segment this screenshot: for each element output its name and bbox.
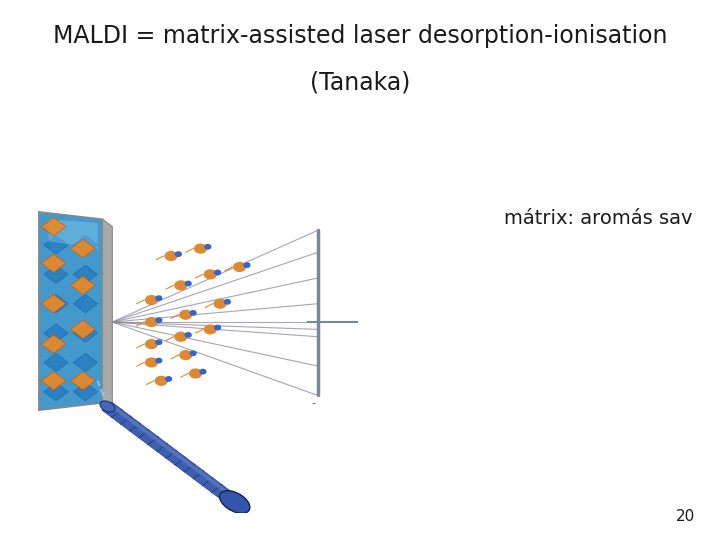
Circle shape (225, 300, 230, 304)
Ellipse shape (220, 491, 250, 514)
Polygon shape (41, 218, 66, 236)
Circle shape (190, 310, 196, 315)
Circle shape (215, 326, 220, 330)
Circle shape (234, 262, 246, 272)
Polygon shape (44, 353, 68, 372)
Polygon shape (184, 464, 204, 479)
Polygon shape (44, 265, 68, 284)
Polygon shape (71, 239, 95, 258)
Circle shape (180, 350, 192, 360)
Circle shape (185, 333, 191, 337)
Polygon shape (120, 416, 140, 431)
Polygon shape (41, 294, 66, 313)
Circle shape (145, 358, 158, 367)
Polygon shape (108, 403, 121, 413)
Circle shape (204, 325, 216, 334)
Circle shape (175, 332, 186, 341)
Polygon shape (41, 335, 66, 353)
Polygon shape (147, 436, 168, 451)
Circle shape (180, 310, 192, 319)
Polygon shape (190, 464, 203, 474)
Circle shape (205, 245, 211, 249)
Polygon shape (73, 324, 98, 342)
Polygon shape (138, 429, 158, 445)
Polygon shape (217, 485, 230, 495)
Polygon shape (44, 294, 68, 313)
Text: 20: 20 (675, 509, 695, 524)
Polygon shape (73, 265, 98, 284)
Polygon shape (111, 409, 131, 424)
Circle shape (190, 351, 196, 355)
Circle shape (156, 296, 162, 300)
Polygon shape (41, 254, 66, 273)
Polygon shape (145, 430, 158, 440)
Polygon shape (181, 457, 194, 468)
Polygon shape (73, 353, 98, 372)
Text: mátrix: aromás sav: mátrix: aromás sav (504, 209, 693, 228)
Circle shape (145, 340, 158, 348)
Circle shape (156, 340, 162, 345)
Polygon shape (135, 423, 148, 434)
Polygon shape (102, 402, 122, 417)
Polygon shape (71, 372, 95, 390)
Polygon shape (71, 276, 95, 294)
Polygon shape (193, 470, 213, 486)
Circle shape (145, 318, 158, 327)
Polygon shape (153, 437, 166, 447)
Circle shape (176, 252, 181, 256)
Circle shape (204, 270, 216, 279)
Polygon shape (44, 324, 68, 342)
Circle shape (156, 359, 162, 363)
Polygon shape (71, 320, 95, 339)
Text: (Tanaka): (Tanaka) (310, 70, 410, 94)
Polygon shape (41, 372, 66, 390)
Circle shape (189, 369, 202, 378)
Polygon shape (171, 451, 185, 461)
Circle shape (145, 295, 158, 305)
Polygon shape (73, 236, 98, 254)
Circle shape (166, 377, 171, 381)
Text: MALDI = matrix-assisted laser desorption-ionisation: MALDI = matrix-assisted laser desorption… (53, 24, 667, 48)
Polygon shape (126, 417, 139, 427)
Circle shape (200, 369, 206, 374)
Polygon shape (226, 492, 239, 502)
Circle shape (156, 318, 162, 322)
Polygon shape (174, 457, 195, 472)
Circle shape (175, 281, 186, 290)
Polygon shape (211, 484, 231, 500)
Polygon shape (220, 491, 240, 506)
Circle shape (194, 244, 207, 253)
Circle shape (185, 281, 191, 286)
Circle shape (244, 263, 250, 267)
Polygon shape (199, 471, 212, 481)
Polygon shape (129, 423, 150, 438)
Text: -: - (311, 399, 315, 409)
Polygon shape (39, 212, 102, 410)
Polygon shape (49, 219, 98, 248)
Circle shape (215, 271, 220, 275)
Polygon shape (208, 478, 221, 488)
Polygon shape (73, 294, 98, 313)
Polygon shape (44, 236, 68, 254)
Circle shape (165, 252, 177, 260)
Polygon shape (117, 410, 130, 420)
Polygon shape (163, 444, 176, 454)
Polygon shape (156, 443, 176, 458)
Circle shape (214, 299, 226, 308)
Ellipse shape (100, 401, 115, 412)
Polygon shape (102, 219, 112, 410)
Polygon shape (166, 450, 186, 465)
Polygon shape (73, 383, 98, 401)
Polygon shape (202, 477, 222, 492)
Circle shape (156, 376, 167, 385)
Polygon shape (44, 383, 68, 401)
